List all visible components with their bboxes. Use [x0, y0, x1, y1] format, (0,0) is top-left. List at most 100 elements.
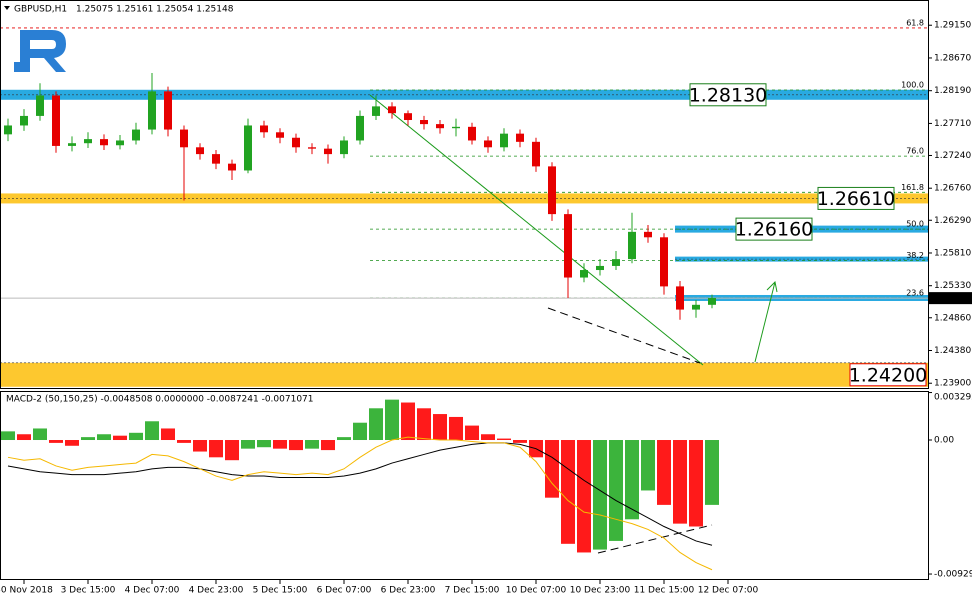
- y-tick-label: 1.27240: [934, 151, 971, 161]
- candle-body: [340, 140, 348, 155]
- macd-bar: [369, 408, 383, 441]
- candle-body: [692, 304, 700, 310]
- x-tick-label: 3 Dec 15:00: [61, 586, 116, 596]
- candle-body: [708, 297, 716, 305]
- macd-bar: [113, 435, 127, 441]
- trend-line: [369, 94, 704, 366]
- level-label-box: [849, 363, 927, 387]
- macd-bar: [561, 440, 575, 544]
- forecast-arrow: [754, 281, 776, 363]
- macd-bar: [305, 440, 319, 449]
- macd-bar: [385, 399, 399, 441]
- candle-body: [676, 286, 684, 310]
- x-tick-label: 7 Dec 15:00: [445, 586, 500, 596]
- macd-bar: [257, 440, 271, 448]
- candle-body: [612, 259, 620, 266]
- macd-bar: [657, 440, 671, 505]
- macd-bar: [273, 440, 287, 449]
- candle-body: [436, 124, 444, 129]
- level-label: 1.26160: [735, 219, 814, 241]
- macd-bar: [81, 437, 95, 441]
- macd-bar: [321, 440, 335, 451]
- candle-body: [468, 126, 476, 141]
- candle-body: [516, 133, 524, 142]
- macd-bar: [689, 440, 703, 527]
- header-arrow: [4, 6, 10, 10]
- candle-body: [276, 132, 284, 138]
- candle-body: [212, 154, 220, 164]
- y-tick-label: 1.29150: [934, 21, 971, 31]
- candle-body: [548, 166, 556, 215]
- candle-body: [420, 120, 428, 125]
- candle-body: [644, 231, 652, 238]
- candle-body: [164, 91, 172, 130]
- candle-body: [580, 270, 588, 278]
- y-tick-label: 1.26290: [934, 216, 971, 226]
- macd-bar: [65, 440, 79, 446]
- macd-bar: [33, 428, 47, 441]
- x-tick-label: 5 Dec 15:00: [253, 586, 308, 596]
- macd-y-tick-label: 0.003292: [934, 393, 972, 403]
- macd-line: [7, 436, 713, 571]
- macd-title: MACD-2 (50,150,25) -0.0048508 0.0000000 …: [6, 395, 314, 405]
- macd-divergence-line: [597, 524, 713, 554]
- divergence-line: [547, 307, 701, 364]
- candle-body: [52, 95, 60, 146]
- level-label: 1.28130: [689, 84, 768, 106]
- macd-panel-border: [0, 391, 929, 580]
- candle-body: [100, 139, 108, 146]
- candle-body: [36, 95, 44, 116]
- y-tick-label: 1.26760: [934, 184, 971, 194]
- level-label-box: [689, 83, 767, 107]
- macd-bar: [673, 440, 687, 524]
- y-tick-label: 1.24380: [934, 346, 971, 356]
- candle-body: [4, 125, 12, 135]
- macd-bar: [241, 440, 255, 449]
- macd-bar: [209, 440, 223, 458]
- fibo-label: 61.8: [906, 18, 924, 27]
- logo-r: [20, 30, 66, 72]
- macd-y-tick-label: 0.00: [934, 436, 954, 446]
- fibo-label: 100.0: [901, 81, 924, 90]
- x-tick-label: 30 Nov 2018: [0, 586, 53, 596]
- level-label: 1.24200: [849, 364, 928, 386]
- x-tick-label: 6 Dec 07:00: [317, 586, 372, 596]
- macd-bar: [481, 434, 495, 441]
- macd-bar: [129, 432, 143, 441]
- fibo-label: 50.0: [906, 220, 924, 229]
- y-tick-label: 1.23900: [934, 379, 971, 389]
- macd-bar: [705, 440, 719, 505]
- x-tick-label: 10 Dec 23:00: [570, 586, 631, 596]
- level-band: [675, 256, 928, 262]
- candle-body: [196, 147, 204, 155]
- fibo-label: 161.8: [901, 183, 924, 192]
- candle-body: [484, 140, 492, 148]
- macd-bar: [337, 437, 351, 441]
- macd-bar: [449, 416, 463, 441]
- macd-bar: [353, 422, 367, 441]
- macd-bar: [417, 408, 431, 441]
- macd-bar: [593, 440, 607, 550]
- macd-bar: [1, 431, 15, 441]
- macd-y-tick-label: -0.009296: [934, 570, 972, 580]
- candle-body: [68, 143, 76, 146]
- macd-bar: [401, 402, 415, 441]
- candle-body: [292, 137, 300, 148]
- y-tick-label: 1.24860: [934, 313, 971, 323]
- macd-bar: [625, 440, 639, 520]
- candle-body: [356, 115, 364, 141]
- level-label-box: [817, 186, 895, 210]
- candle-body: [500, 133, 508, 148]
- macd-bar: [497, 438, 511, 441]
- candle-body: [324, 148, 332, 155]
- logo-block: [14, 62, 22, 72]
- candle-body: [148, 91, 156, 130]
- macd-bar: [545, 440, 559, 498]
- chart-title: GBPUSD,H1: [14, 5, 67, 15]
- level-label-box: [735, 217, 813, 241]
- x-tick-label: 4 Dec 23:00: [189, 586, 244, 596]
- candle-body: [452, 126, 460, 129]
- macd-bar: [225, 440, 239, 461]
- macd-bar: [513, 440, 527, 443]
